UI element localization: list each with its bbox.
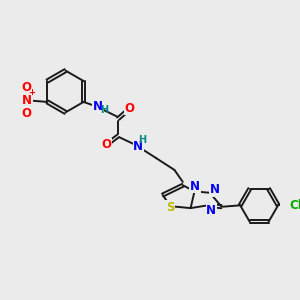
Text: O: O — [21, 106, 31, 120]
Text: N: N — [133, 140, 143, 153]
Text: Cl: Cl — [289, 199, 300, 212]
Text: O: O — [125, 102, 135, 115]
Text: O: O — [21, 82, 31, 94]
Text: H: H — [138, 135, 146, 146]
Text: N: N — [206, 204, 216, 217]
Text: N: N — [22, 94, 32, 107]
Text: S: S — [166, 201, 175, 214]
Text: H: H — [100, 105, 108, 115]
Text: N: N — [190, 180, 200, 193]
Text: O: O — [101, 138, 111, 151]
Text: N: N — [93, 100, 103, 113]
Text: N: N — [210, 184, 220, 196]
Text: +: + — [28, 88, 35, 97]
